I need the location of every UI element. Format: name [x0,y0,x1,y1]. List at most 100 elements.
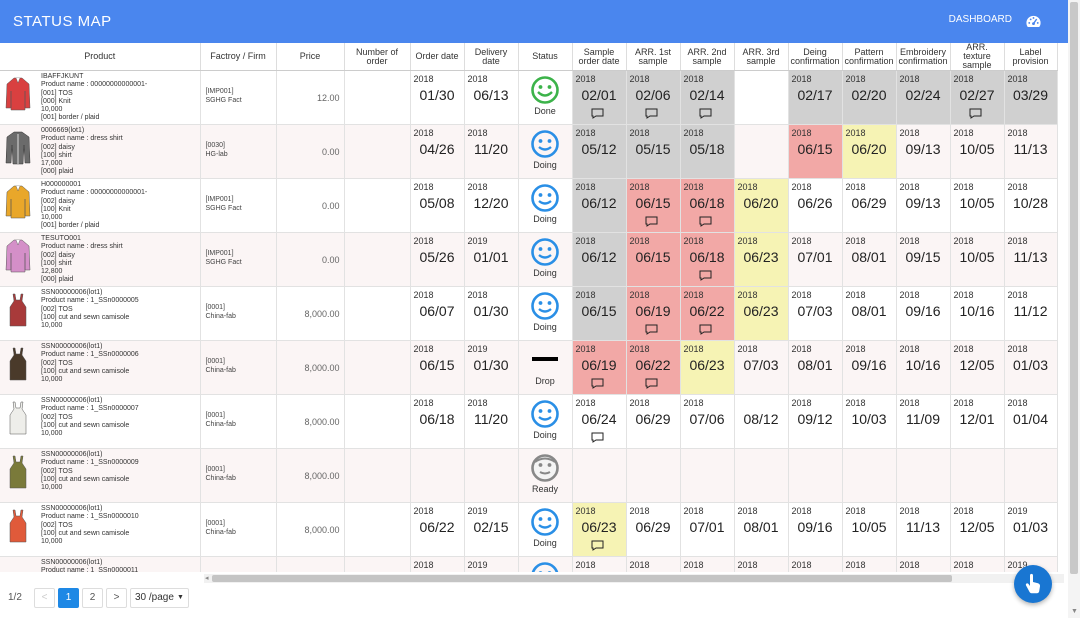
order-date-cell[interactable]: 2018 06/07 [410,286,465,341]
milestone-date-cell[interactable]: 2018 06/12 [572,232,627,287]
milestone-date-cell[interactable]: 2018 [680,556,735,572]
delivery-date-cell[interactable]: 2018 12/20 [464,178,519,233]
vertical-scrollbar[interactable]: ▼ [1068,0,1080,618]
comment-icon[interactable] [591,430,604,443]
column-header[interactable]: Delivery date [464,43,519,71]
milestone-date-cell[interactable]: 2018 06/15 [788,124,843,179]
column-header[interactable]: ARR. 2nd sample [680,43,735,71]
comment-icon[interactable] [591,106,604,119]
comment-icon[interactable] [645,322,658,335]
product-cell[interactable]: SSN00000006(lot1) Product name : 1_SSn000… [0,286,201,341]
comment-icon[interactable] [699,322,712,335]
table-row[interactable]: TESUTO001 Product name : dress shirt [002]… [0,232,1058,287]
touch-help-button[interactable] [1014,565,1052,603]
per-page-select[interactable]: 30 /page ▼ [130,587,189,608]
column-header[interactable]: Price [276,43,345,71]
comment-icon[interactable] [699,106,712,119]
milestone-date-cell[interactable] [950,448,1005,503]
comment-icon[interactable] [699,214,712,227]
milestone-date-cell[interactable]: 2018 09/16 [788,502,843,557]
milestone-date-cell[interactable]: 2018 11/12 [1004,286,1058,341]
column-header[interactable]: Factroy / Firm [200,43,277,71]
delivery-date-cell[interactable]: 2019 02/15 [464,502,519,557]
vertical-scroll-thumb[interactable] [1070,2,1078,574]
product-thumbnail[interactable] [5,293,31,327]
product-cell[interactable]: TESUTO001 Product name : dress shirt [002]… [0,232,201,287]
status-cell[interactable]: Doing [518,394,573,449]
table-row[interactable]: IBAFFJKUNT Product name : 00000000000001-… [0,70,1058,125]
milestone-date-cell[interactable]: 2018 08/01 [842,232,897,287]
milestone-date-cell[interactable]: 2018 06/12 [572,178,627,233]
order-date-cell[interactable]: 2018 06/22 [410,502,465,557]
milestone-date-cell[interactable]: 2018 06/20 [842,124,897,179]
status-cell[interactable]: Done [518,70,573,125]
table-row[interactable]: SSN00000006(lot1) Product name : 1_SSn000… [0,394,1058,449]
status-cell[interactable]: Doing [518,502,573,557]
column-header[interactable]: Sample order date [572,43,627,71]
milestone-date-cell[interactable] [734,448,789,503]
product-cell[interactable]: IBAFFJKUNT Product name : 00000000000001-… [0,70,201,125]
milestone-date-cell[interactable]: 2018 02/20 [842,70,897,125]
milestone-date-cell[interactable]: 2018 11/13 [1004,124,1058,179]
milestone-date-cell[interactable]: 2019 01/03 [1004,502,1058,557]
table-row[interactable]: SSN00000006(lot1) Product name : 1_SSn000… [0,340,1058,395]
product-cell[interactable]: SSN00000006(lot1) Product name : 1_SSn000… [0,394,201,449]
milestone-date-cell[interactable]: 2018 12/05 [950,502,1005,557]
milestone-date-cell[interactable]: 2018 09/16 [896,286,951,341]
milestone-date-cell[interactable] [572,448,627,503]
column-header[interactable]: Product [0,43,201,71]
delivery-date-cell[interactable]: 2018 01/30 [464,286,519,341]
milestone-date-cell[interactable] [734,124,789,179]
milestone-date-cell[interactable]: 2018 06/18 [680,178,735,233]
milestone-date-cell[interactable]: 2018 01/04 [1004,394,1058,449]
milestone-date-cell[interactable] [788,448,843,503]
delivery-date-cell[interactable] [464,448,519,503]
milestone-date-cell[interactable]: 2018 02/06 [626,70,681,125]
milestone-date-cell[interactable]: 2018 10/16 [950,286,1005,341]
horizontal-scroll-thumb[interactable] [212,575,952,582]
table-row[interactable]: 0006669(lot1) Product name : dress shirt[… [0,124,1058,179]
comment-icon[interactable] [591,376,604,389]
milestone-date-cell[interactable] [626,448,681,503]
milestone-date-cell[interactable]: 2018 06/20 [734,178,789,233]
product-cell[interactable]: 0006669(lot1) Product name : dress shirt[… [0,124,201,179]
milestone-date-cell[interactable]: 2018 09/13 [896,178,951,233]
milestone-date-cell[interactable]: 2018 09/12 [788,394,843,449]
table-row[interactable]: SSN00000006(lot1) Product name : 1_SSn000… [0,286,1058,341]
milestone-date-cell[interactable]: 2018 09/13 [896,124,951,179]
product-thumbnail[interactable] [5,239,31,273]
comment-icon[interactable] [645,106,658,119]
status-cell[interactable]: Doing [518,232,573,287]
product-thumbnail[interactable] [5,509,31,543]
milestone-date-cell[interactable]: 2018 06/23 [572,502,627,557]
table-row[interactable]: SSN00000006(lot1) Product name : 1_SSn000… [0,502,1058,557]
status-cell[interactable]: Drop [518,340,573,395]
status-cell[interactable]: Doing [518,124,573,179]
status-cell[interactable] [518,556,573,572]
product-thumbnail[interactable] [5,131,31,165]
milestone-date-cell[interactable]: 2018 10/03 [842,394,897,449]
milestone-date-cell[interactable]: 2018 02/01 [572,70,627,125]
page-1-button[interactable]: 1 [58,587,79,608]
milestone-date-cell[interactable]: 2018 03/29 [1004,70,1058,125]
order-date-cell[interactable]: 2018 06/15 [410,340,465,395]
milestone-date-cell[interactable]: 2018 12/01 [950,394,1005,449]
comment-icon[interactable] [645,214,658,227]
column-header[interactable]: Number of order [344,43,411,71]
delivery-date-cell[interactable]: 2018 06/13 [464,70,519,125]
column-header[interactable]: Status [518,43,573,71]
order-date-cell[interactable] [410,448,465,503]
milestone-date-cell[interactable]: 2018 06/23 [734,232,789,287]
order-date-cell[interactable]: 2018 06/18 [410,394,465,449]
milestone-date-cell[interactable]: 2018 06/22 [680,286,735,341]
milestone-date-cell[interactable]: 2018 06/15 [626,232,681,287]
product-cell[interactable]: SSN00000006(lot1) Product name : 1_SSn000… [0,556,201,572]
column-header[interactable]: ARR. texture sample [950,43,1005,71]
milestone-date-cell[interactable]: 2018 11/09 [896,394,951,449]
milestone-date-cell[interactable]: 2018 05/18 [680,124,735,179]
status-cell[interactable]: Doing [518,178,573,233]
milestone-date-cell[interactable]: 2018 06/19 [572,340,627,395]
table-row[interactable]: SSN00000006(lot1) Product name : 1_SSn000… [0,556,1058,572]
milestone-date-cell[interactable]: 2018 01/03 [1004,340,1058,395]
status-cell[interactable]: Doing [518,286,573,341]
